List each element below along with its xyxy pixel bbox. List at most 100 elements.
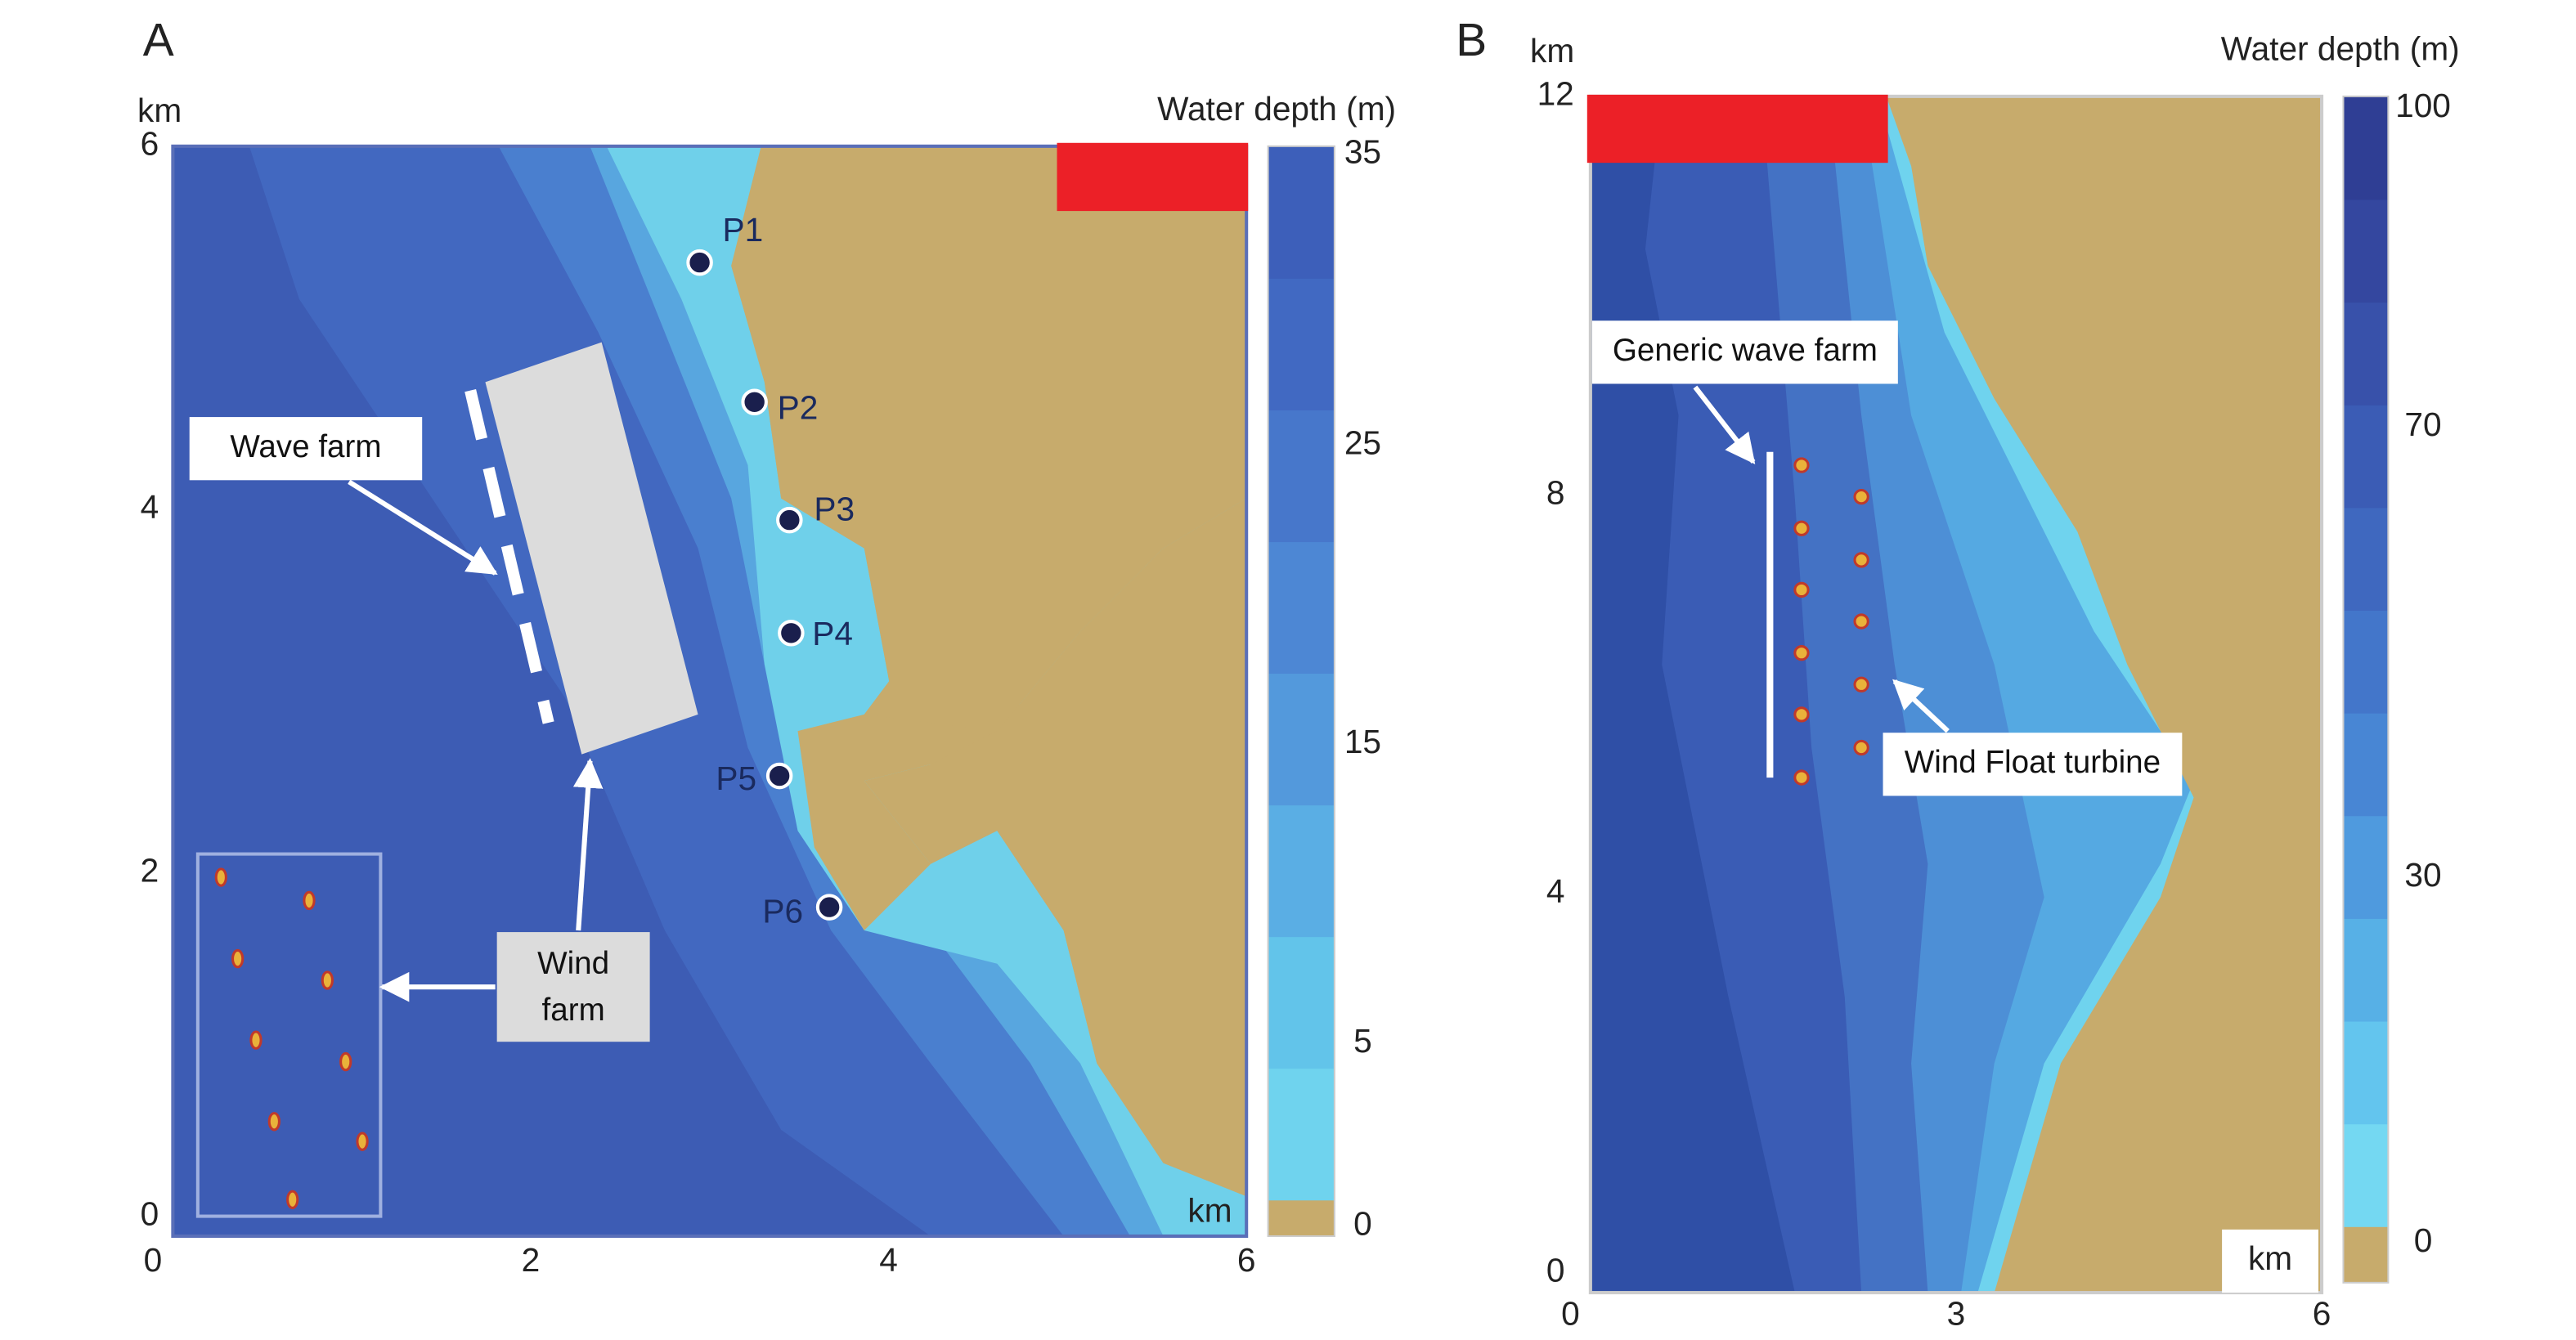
point-marker [741,388,768,416]
colorbar: 0 5 15 25 35 [1267,133,1381,1243]
colorbar-tick-label: 100 [2395,87,2451,124]
colorbar-title: Water depth (m) [2221,30,2460,68]
colorbar-tick-label: 5 [1353,1022,1372,1060]
y-tick-label: 2 [141,851,159,889]
turbine [1853,488,1869,505]
turbine [1793,520,1810,536]
turbine [303,890,316,911]
corner-unit: km [1187,1191,1232,1229]
point-label: P5 [716,760,756,797]
turbine [321,970,334,990]
point-label: P2 [778,389,819,427]
frame [1588,94,2324,1295]
colorbar-tick-label: 0 [1353,1205,1372,1243]
colorbar-band [2343,815,2389,919]
turbine [339,1051,352,1072]
turbine [249,1030,263,1050]
colorbar-band [2343,917,2389,1022]
callout-box [2222,1229,2318,1293]
callout-box [1883,733,2183,796]
colorbar-tick-label: 0 [2414,1221,2433,1259]
colorbar-band [2343,302,2389,406]
colorbar-band [1268,541,1335,674]
y-tick-label: 0 [1546,1251,1565,1288]
point-label: P1 [723,211,764,249]
wave-farm-line [464,388,554,724]
colorbar-tick-label: 15 [1344,723,1381,760]
callout-box [189,417,423,481]
frame [171,144,1249,1239]
colorbar-tick-label: 35 [1344,133,1381,171]
wave-farm-label: Generic wave farm [1613,333,1878,368]
axis-unit: km [137,92,182,129]
turbine [1793,769,1810,786]
colorbar-band [1268,804,1335,938]
colorbar-land [2343,1226,2389,1283]
colorbar-band [1268,277,1335,410]
x-tick-label: 0 [144,1241,163,1279]
colorbar: 0 30 70 100 [2342,87,2451,1284]
turbine [286,1190,299,1209]
turbine [1793,645,1810,661]
turbine [1793,706,1810,723]
colorbar-band [1268,409,1335,543]
colorbar-band [2343,404,2389,509]
colorbar-band [2343,507,2389,612]
y-tick-label: 8 [1546,473,1565,511]
colorbar-band [2343,199,2389,303]
x-tick-label: 2 [522,1241,541,1279]
colorbar-frame [1267,145,1335,1238]
land [731,146,1247,732]
wind-farm-label: Wind [537,946,609,981]
axes: 0 2 4 6 0 2 4 6 [141,125,1256,1279]
wind-farm-label: farm [542,993,605,1028]
turbine [1853,739,1869,756]
arrow [1693,385,1756,464]
wind-farm-box [195,852,383,1218]
wave-farm-label: Wave farm [230,429,381,464]
land [1886,96,2322,1293]
turbines [214,867,369,1209]
turbine [1853,552,1869,568]
colorbar-tick-label: 25 [1344,424,1381,461]
colorbar-band [1268,146,1335,279]
y-tick-label: 0 [141,1194,159,1232]
point-marker [778,620,805,647]
land [761,146,1247,1236]
turbine [231,948,245,969]
turbine [1853,613,1869,630]
arrow [572,758,604,931]
colorbar-tick-label: 30 [2404,856,2441,894]
colorbar-band [2343,1020,2389,1125]
point-label: P6 [762,892,803,930]
panel-label: A [143,14,174,66]
x-tick-label: 0 [1561,1294,1580,1332]
point-marker [765,762,793,790]
y-tick-label: 4 [1546,872,1565,910]
callout-box [496,932,650,1042]
y-tick-label: 4 [141,488,159,526]
colorbar-band [2343,1123,2389,1227]
panel-a: P1 P2 P3 P4 P5 P6 Wave farm Wind farm km A km… [137,14,1396,1279]
turbine [1793,581,1810,598]
points: P1 P2 P3 P4 P5 P6 [686,211,855,930]
red-marker [1586,94,1888,164]
point-label: P3 [814,491,855,528]
colorbar-tick-label: 70 [2404,406,2441,443]
x-tick-label: 6 [1237,1241,1256,1279]
callout-box [1591,320,1898,384]
colorbar-band [1268,1068,1335,1201]
x-tick-label: 3 [1947,1294,1966,1332]
arrow [348,479,498,576]
turbine [1853,676,1869,692]
axis-unit: km [1530,32,1574,69]
turbine [356,1132,369,1151]
turbine [1793,457,1810,473]
y-tick-label: 12 [1537,75,1574,113]
colorbar-band [2343,712,2389,817]
colorbar-band [1268,936,1335,1069]
colorbar-band [2343,96,2389,200]
turbine [214,867,227,887]
